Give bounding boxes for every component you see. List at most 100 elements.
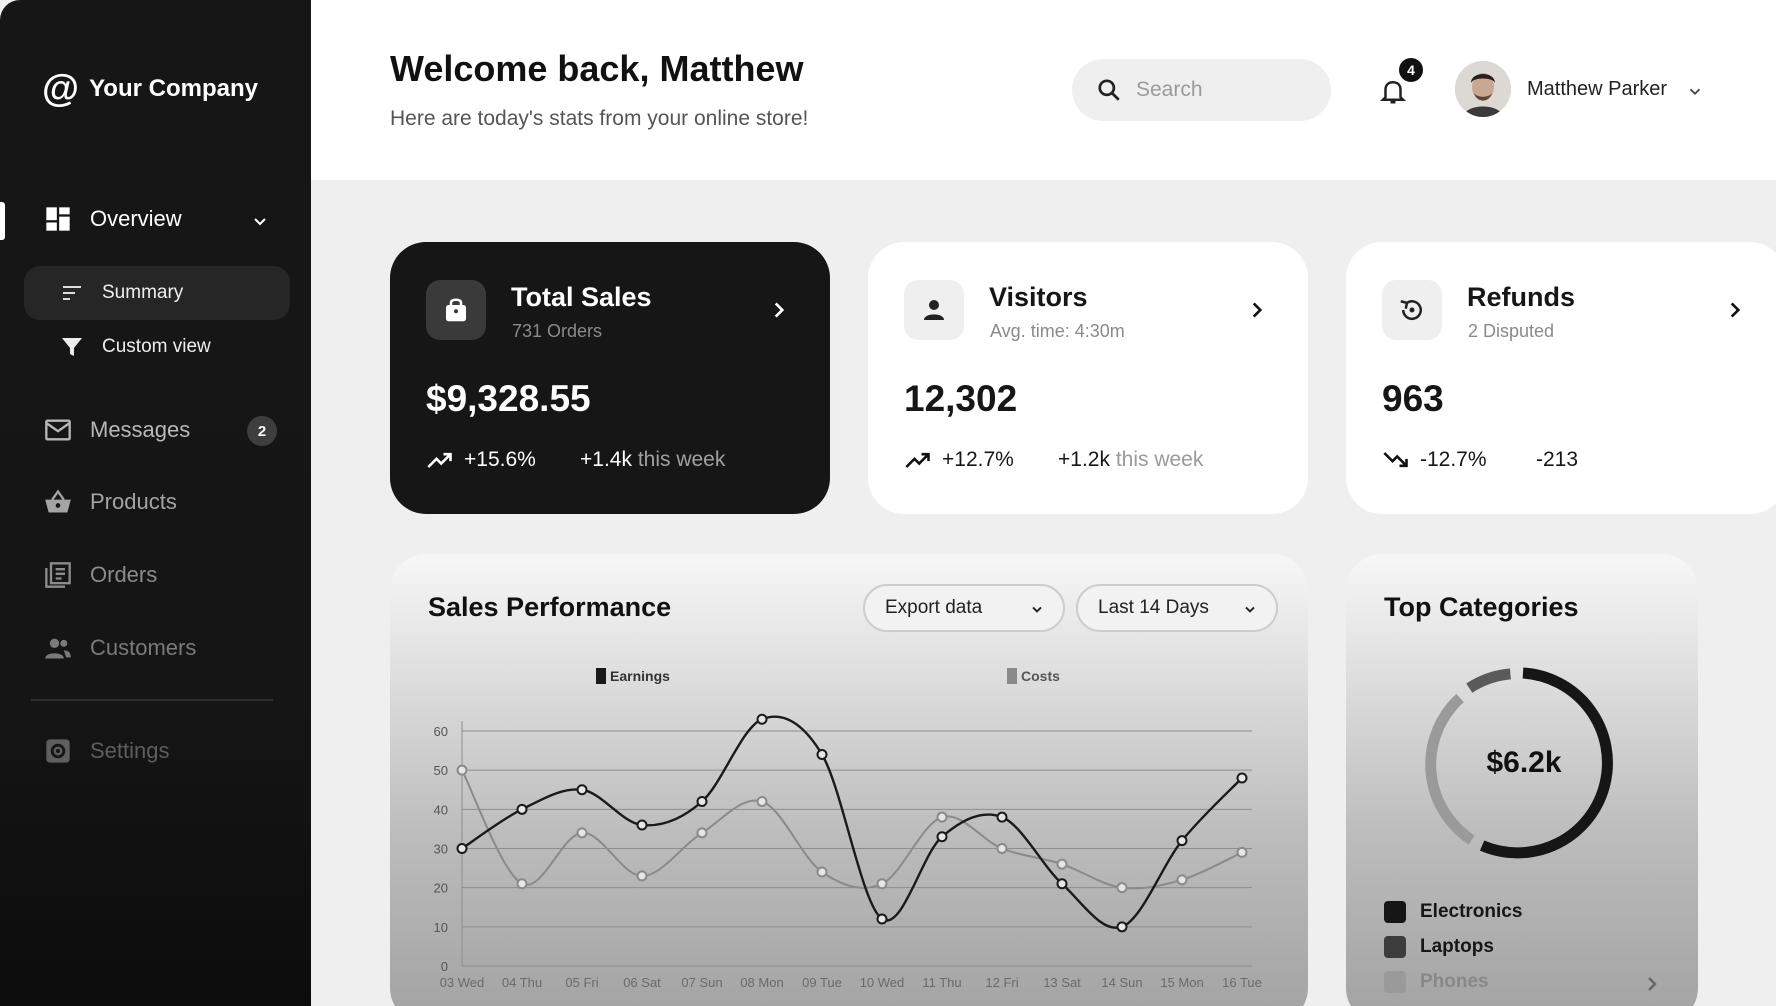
trend-up-icon <box>427 452 452 468</box>
avatar[interactable] <box>1455 61 1511 117</box>
chevron-down-icon[interactable] <box>1686 82 1704 100</box>
sidebar-item-settings[interactable]: Settings <box>44 737 170 765</box>
avatar-person-icon <box>1455 61 1511 117</box>
card-value: 963 <box>1382 378 1444 419</box>
legend-label-costs: Costs <box>1021 668 1060 684</box>
x-tick-label: 12 Fri <box>985 975 1018 990</box>
user-name[interactable]: Matthew Parker <box>1527 78 1668 100</box>
legend-item-phones[interactable]: Phones <box>1384 971 1489 993</box>
legend-item-electronics[interactable]: Electronics <box>1384 901 1522 923</box>
x-tick-label: 09 Tue <box>802 975 842 990</box>
chevron-right-icon[interactable] <box>1246 299 1268 321</box>
gear-icon <box>46 739 70 763</box>
sidebar-item-customers[interactable]: Customers <box>44 634 196 662</box>
search-icon <box>1098 79 1120 101</box>
search-input[interactable] <box>1136 78 1316 102</box>
sidebar-item-overview[interactable]: Overview <box>44 205 266 233</box>
donut-total: $6.2k <box>1486 746 1562 779</box>
x-tick-label: 16 Tue <box>1222 975 1262 990</box>
chevron-right-icon[interactable] <box>768 299 790 321</box>
card-delta-suffix: this week <box>1115 448 1204 471</box>
card-percent: -12.7% <box>1420 448 1487 471</box>
data-point-earnings <box>756 713 768 725</box>
sidebar: @ Your Company Overview Summary Custom v… <box>0 0 311 1006</box>
sidebar-subitem-label: Custom view <box>102 336 211 357</box>
basket-icon <box>45 489 71 513</box>
sidebar-item-label: Customers <box>90 635 197 660</box>
card-subtitle: Avg. time: 4:30m <box>990 321 1125 341</box>
legend-swatch <box>1384 901 1406 923</box>
card-footer: +15.6% +1.4k this week <box>426 446 725 474</box>
data-point-costs <box>636 870 648 882</box>
messages-count-badge: 2 <box>247 416 277 446</box>
card-icon-box <box>426 280 486 340</box>
x-tick-label: 06 Sat <box>623 975 661 990</box>
donut-segment-phones[interactable] <box>1425 693 1475 845</box>
filter-icon <box>62 338 82 356</box>
legend-swatch-costs <box>1007 668 1017 684</box>
data-point-costs <box>876 878 888 890</box>
card-value: 12,302 <box>904 378 1018 419</box>
data-point-earnings <box>1236 772 1248 784</box>
legend-swatch <box>1384 971 1406 993</box>
chevron-right-icon[interactable] <box>1724 299 1746 321</box>
card-percent: +15.6% <box>464 448 536 471</box>
card-delta: -213 <box>1536 448 1579 471</box>
page-subtitle: Here are today's stats from your online … <box>390 107 809 130</box>
card-icon-box <box>1382 280 1442 340</box>
visitors-card[interactable]: Visitors Avg. time: 4:30m 12,302 +12.7% … <box>868 242 1308 514</box>
data-point-earnings <box>996 811 1008 823</box>
sidebar-item-orders[interactable]: Orders <box>44 561 157 589</box>
x-tick-label: 11 Thu <box>922 975 961 990</box>
data-point-costs <box>936 811 948 823</box>
bell-icon[interactable] <box>1378 76 1408 106</box>
x-tick-label: 05 Fri <box>565 975 598 990</box>
data-point-costs <box>1116 882 1128 894</box>
data-point-costs <box>1056 858 1068 870</box>
data-point-earnings <box>516 803 528 815</box>
date-range-dropdown[interactable]: Last 14 Days <box>1076 584 1278 632</box>
chevron-right-icon[interactable] <box>1642 974 1662 994</box>
legend-item-laptops[interactable]: Laptops <box>1384 936 1494 958</box>
total-sales-card[interactable]: Total Sales 731 Orders $9,328.55 +15.6% … <box>390 242 830 514</box>
notification-badge: 4 <box>1397 56 1425 84</box>
sidebar-subitem-custom-view[interactable]: Custom view <box>60 335 211 359</box>
data-point-earnings <box>1116 921 1128 933</box>
y-tick-label: 20 <box>434 881 448 896</box>
data-point-costs <box>516 878 528 890</box>
search-box[interactable] <box>1072 59 1331 121</box>
export-data-dropdown[interactable]: Export data <box>863 584 1065 632</box>
categories-donut-chart[interactable] <box>1346 554 1698 884</box>
chevron-down-icon <box>1245 606 1255 613</box>
top-categories-panel: Top Categories $6.2k Electronics Laptops… <box>1346 554 1698 1006</box>
panel-title: Sales Performance <box>428 592 672 622</box>
x-tick-label: 15 Mon <box>1160 975 1203 990</box>
y-tick-label: 50 <box>434 763 448 778</box>
y-tick-label: 60 <box>434 724 448 739</box>
chevron-down-icon <box>1032 606 1042 613</box>
donut-segment-laptops[interactable] <box>1466 668 1512 693</box>
orders-icon <box>45 562 71 588</box>
sales-performance-panel: Sales Performance Export data Last 14 Da… <box>390 554 1308 1006</box>
refund-history-icon <box>1400 300 1422 321</box>
card-delta: +1.4k <box>580 448 632 471</box>
dashboard-icon <box>46 207 70 231</box>
legend-swatch-earnings <box>596 668 606 684</box>
sidebar-item-products[interactable]: Products <box>44 488 177 516</box>
panel-title: Top Categories <box>1384 592 1579 622</box>
data-point-earnings <box>1176 835 1188 847</box>
sidebar-subitem-label: Summary <box>102 282 184 303</box>
sidebar-item-messages[interactable]: Messages <box>44 416 190 444</box>
sales-line-chart[interactable]: 0 10 20 30 40 50 60 03 Wed 04 Thu 05 Fri 06 Sat 07 … <box>390 554 1308 1006</box>
refunds-card[interactable]: Refunds 2 Disputed 963 -12.7% -213 <box>1346 242 1776 514</box>
people-icon <box>45 638 71 659</box>
brand-logo[interactable]: @ Your Company <box>42 70 258 108</box>
data-point-earnings <box>876 913 888 925</box>
data-point-earnings <box>456 843 468 854</box>
donut-segment-electronics[interactable] <box>1479 667 1613 859</box>
data-point-costs <box>1176 874 1188 886</box>
x-tick-label: 14 Sun <box>1101 975 1142 990</box>
sidebar-subitem-summary[interactable]: Summary <box>60 281 183 305</box>
x-tick-label: 08 Mon <box>740 975 783 990</box>
legend-label: Electronics <box>1420 901 1523 922</box>
